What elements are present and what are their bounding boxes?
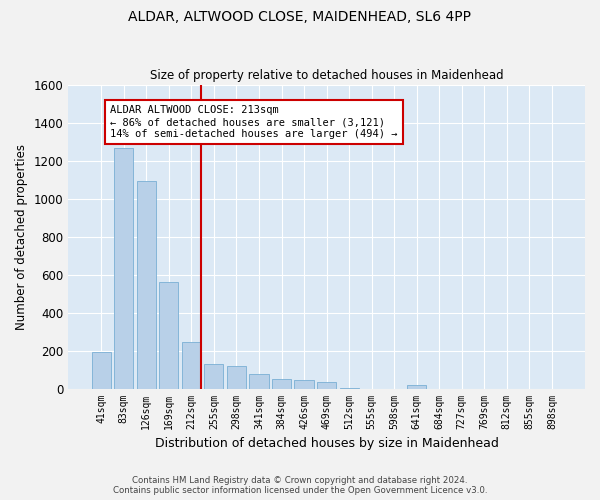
Text: Contains HM Land Registry data © Crown copyright and database right 2024.
Contai: Contains HM Land Registry data © Crown c… — [113, 476, 487, 495]
Bar — [407, 385, 426, 388]
Bar — [227, 366, 246, 388]
Text: ALDAR ALTWOOD CLOSE: 213sqm
← 86% of detached houses are smaller (3,121)
14% of : ALDAR ALTWOOD CLOSE: 213sqm ← 86% of det… — [110, 106, 397, 138]
Bar — [272, 379, 291, 388]
Bar — [317, 382, 336, 388]
Title: Size of property relative to detached houses in Maidenhead: Size of property relative to detached ho… — [150, 69, 503, 82]
X-axis label: Distribution of detached houses by size in Maidenhead: Distribution of detached houses by size … — [155, 437, 499, 450]
Bar — [92, 352, 111, 388]
Bar — [205, 364, 223, 388]
Bar — [295, 380, 314, 388]
Bar — [114, 148, 133, 388]
Bar — [182, 342, 201, 388]
Bar — [159, 282, 178, 389]
Bar — [250, 374, 269, 388]
Bar — [137, 182, 156, 388]
Text: ALDAR, ALTWOOD CLOSE, MAIDENHEAD, SL6 4PP: ALDAR, ALTWOOD CLOSE, MAIDENHEAD, SL6 4P… — [128, 10, 472, 24]
Y-axis label: Number of detached properties: Number of detached properties — [15, 144, 28, 330]
